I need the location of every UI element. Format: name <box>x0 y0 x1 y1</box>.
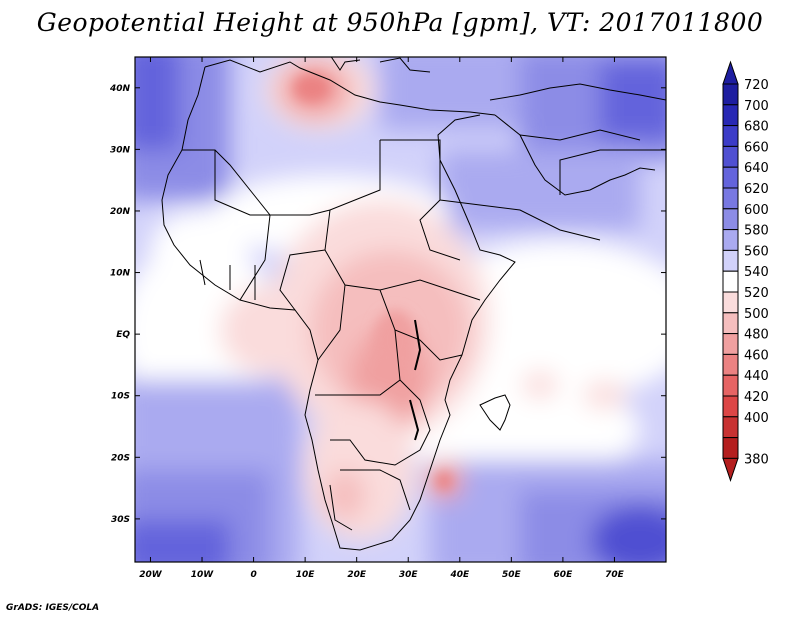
colorbar-label: 560 <box>744 244 769 259</box>
colorbar-label: 400 <box>744 411 769 426</box>
y-tick-label: 30N <box>110 145 131 155</box>
colorbar-swatch <box>722 125 739 147</box>
colorbar-label: 460 <box>744 348 769 363</box>
colorbar-label: 440 <box>744 369 769 384</box>
x-tick-label: 20E <box>347 570 367 580</box>
colorbar-label: 600 <box>744 203 769 218</box>
colorbar-swatch <box>722 312 739 335</box>
colorbar-label: 500 <box>744 307 769 322</box>
y-tick-label: 40N <box>109 84 131 94</box>
colorbar-swatch <box>722 208 739 231</box>
x-tick-label: 20W <box>139 570 163 580</box>
x-tick-label: 70E <box>605 570 625 580</box>
x-tick-label: 30E <box>399 570 419 580</box>
colorbar-label: 520 <box>744 286 769 301</box>
x-tick-label: 40E <box>449 570 470 580</box>
colorbar-label: 660 <box>744 140 769 155</box>
y-axis-labels: 40N 30N 20N 10N EQ 10S 20S 30S <box>109 84 131 525</box>
colorbar-swatch <box>722 416 739 439</box>
x-tick-label: 10W <box>191 570 215 580</box>
colorbar-label: 680 <box>744 120 769 135</box>
colorbar-label: 420 <box>744 390 769 405</box>
map-panel: 20W 10W 0 10E 20E 30E 40E 50E 60E 70E 40N 30N 20N 10… <box>109 56 667 580</box>
colorbar-swatch <box>722 83 739 106</box>
colorbar-swatch <box>722 104 739 127</box>
colorbar-swatch <box>722 395 739 418</box>
colorbar-swatch <box>722 187 739 210</box>
colorbar-label: 580 <box>744 224 769 239</box>
colorbar-max-arrow <box>722 60 739 85</box>
x-axis-labels: 20W 10W 0 10E 20E 30E 40E 50E 60E 70E <box>139 570 624 580</box>
colorbar-label: 640 <box>744 161 769 176</box>
chart-title: Geopotential Height at 950hPa [gpm], VT:… <box>36 8 764 37</box>
colorbar-swatch <box>722 333 739 355</box>
x-tick-label: 10E <box>296 570 316 580</box>
coastline-borders <box>161 57 666 551</box>
colorbar-swatch <box>722 249 739 272</box>
x-tick-label: 0 <box>250 570 256 580</box>
colorbar-swatch <box>722 437 739 459</box>
y-tick-label: 10N <box>110 269 131 279</box>
colorbar-swatch <box>722 145 739 168</box>
colorbar-swatch <box>722 270 739 293</box>
colorbar-label: 540 <box>744 265 769 280</box>
y-tick-label: 10S <box>111 392 130 402</box>
y-tick-label: 20S <box>111 453 130 463</box>
colorbar-swatch <box>722 166 739 189</box>
colorbar-label: 720 <box>744 78 769 93</box>
x-tick-label: 60E <box>554 570 574 580</box>
y-tick-label: 30S <box>111 515 130 525</box>
colorbar-swatch <box>722 229 739 251</box>
colorbar-label: 620 <box>744 182 769 197</box>
colorbar-swatch <box>722 353 739 376</box>
colorbar-min-arrow <box>722 457 739 482</box>
colorbar-label: 380 <box>744 452 769 467</box>
axis-ticks <box>135 57 666 562</box>
colorbar-label: 480 <box>744 328 769 343</box>
colorbar-swatch <box>722 374 739 397</box>
y-tick-label: 20N <box>110 207 131 217</box>
height-field <box>135 57 666 562</box>
colorbar-label: 700 <box>744 99 769 114</box>
colorbar: 720 700 680 660 640 620 600 580 560 540 520 500 480 4… <box>722 60 769 482</box>
footer-credit: GrADS: IGES/COLA <box>6 603 100 613</box>
y-tick-label: EQ <box>116 330 130 340</box>
x-tick-label: 50E <box>502 570 522 580</box>
map-frame <box>134 56 667 563</box>
colorbar-swatch <box>722 291 739 314</box>
